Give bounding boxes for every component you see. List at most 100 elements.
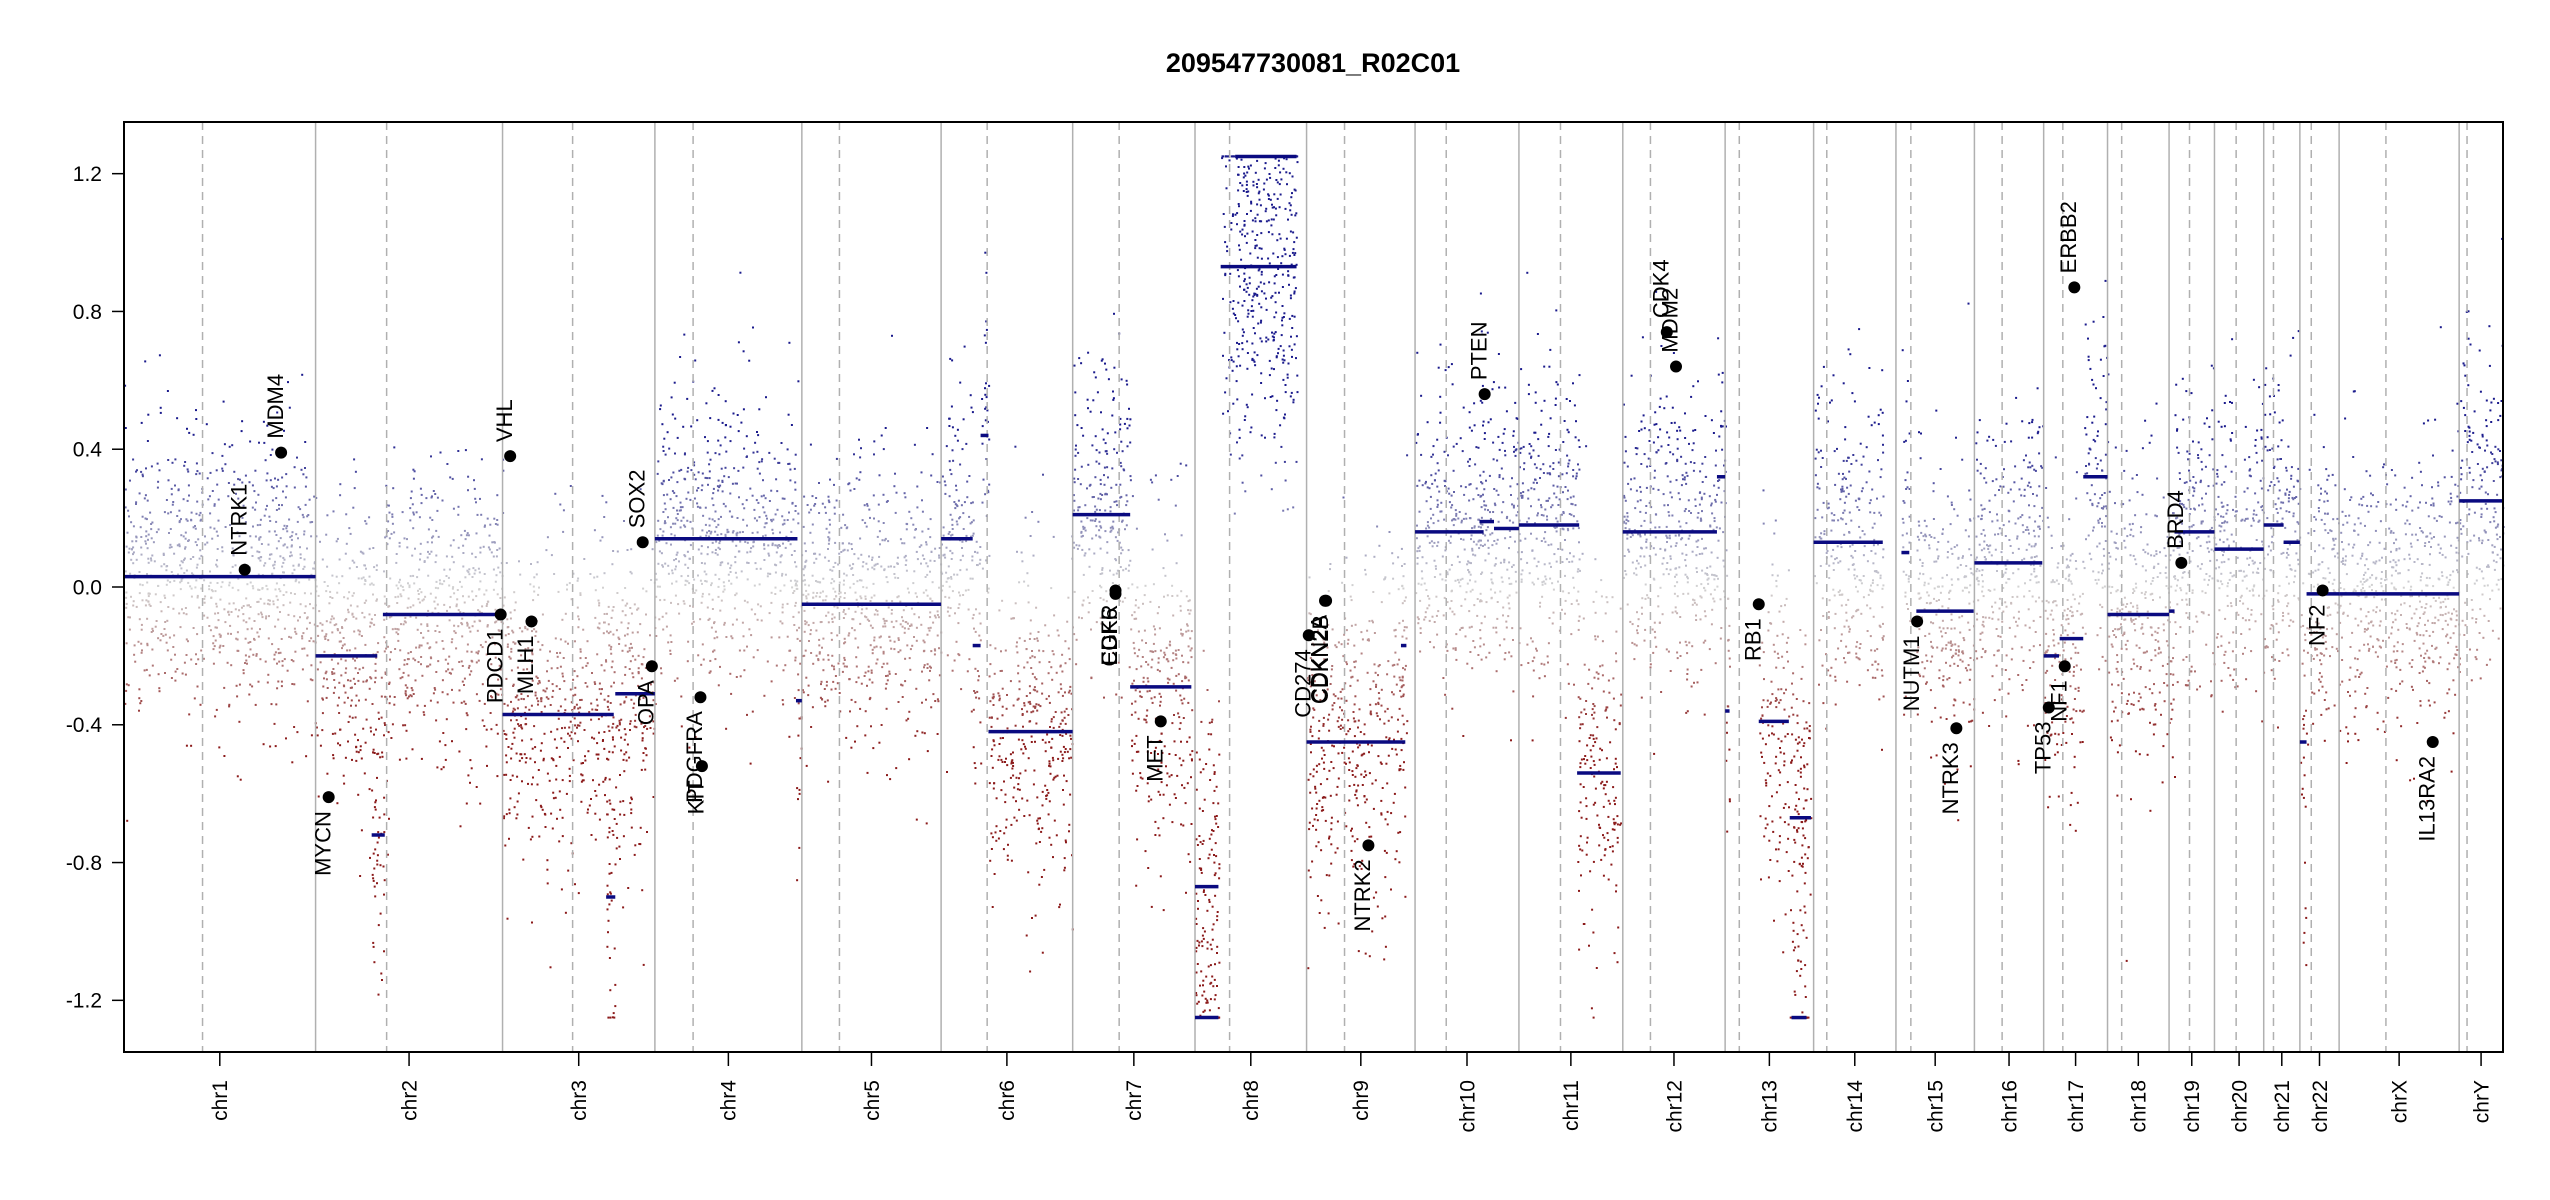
probe-point bbox=[1093, 552, 1096, 555]
probe-point bbox=[1030, 711, 1033, 714]
probe-point bbox=[266, 504, 268, 507]
probe-point bbox=[1106, 452, 1109, 455]
probe-point bbox=[887, 606, 890, 609]
probe-point bbox=[1135, 884, 1138, 887]
probe-point bbox=[221, 454, 224, 457]
probe-point bbox=[1021, 560, 1024, 563]
probe-point bbox=[949, 468, 952, 471]
probe-point bbox=[717, 489, 720, 492]
probe-point bbox=[264, 459, 267, 462]
probe-point bbox=[860, 682, 863, 685]
probe-point bbox=[552, 758, 555, 761]
probe-point bbox=[303, 533, 306, 536]
probe-point bbox=[758, 408, 761, 411]
probe-point bbox=[235, 552, 238, 555]
probe-point bbox=[368, 613, 371, 616]
probe-point bbox=[905, 569, 908, 572]
probe-point bbox=[427, 609, 430, 612]
probe-point bbox=[890, 565, 892, 568]
probe-point bbox=[680, 519, 683, 522]
probe-point bbox=[1005, 707, 1008, 710]
probe-point bbox=[324, 638, 327, 640]
probe-point bbox=[834, 541, 837, 544]
probe-point bbox=[905, 719, 908, 722]
probe-point bbox=[843, 572, 846, 575]
probe-point bbox=[742, 635, 745, 638]
probe-point bbox=[561, 672, 564, 675]
probe-point bbox=[553, 573, 556, 575]
probe-point bbox=[658, 585, 661, 588]
probe-point bbox=[423, 704, 426, 707]
probe-point bbox=[861, 608, 864, 611]
probe-point bbox=[1273, 436, 1276, 439]
probe-point bbox=[126, 819, 129, 822]
probe-point bbox=[623, 738, 626, 741]
probe-point bbox=[1237, 166, 1240, 168]
probe-point bbox=[1078, 506, 1081, 509]
probe-point bbox=[739, 675, 742, 678]
probe-point bbox=[1038, 649, 1041, 652]
probe-point bbox=[275, 547, 278, 550]
probe-point bbox=[213, 503, 216, 506]
probe-point bbox=[1098, 462, 1101, 465]
probe-point bbox=[275, 485, 278, 488]
probe-point bbox=[391, 522, 394, 525]
probe-point bbox=[212, 642, 215, 645]
probe-point bbox=[727, 573, 730, 576]
probe-point bbox=[414, 659, 417, 662]
probe-point bbox=[1230, 228, 1233, 231]
probe-point bbox=[218, 646, 221, 649]
probe-point bbox=[1281, 358, 1284, 361]
probe-point bbox=[321, 558, 324, 561]
probe-point bbox=[146, 644, 149, 647]
probe-point bbox=[144, 360, 147, 363]
probe-point bbox=[355, 746, 358, 749]
probe-point bbox=[443, 568, 446, 571]
probe-point bbox=[533, 576, 536, 579]
probe-point bbox=[1186, 624, 1189, 627]
probe-point bbox=[957, 499, 960, 502]
probe-point bbox=[206, 477, 209, 480]
probe-point bbox=[608, 863, 611, 865]
probe-point bbox=[1153, 696, 1156, 699]
probe-point bbox=[186, 468, 189, 471]
probe-point bbox=[915, 687, 918, 690]
probe-point bbox=[294, 580, 297, 583]
probe-point bbox=[245, 550, 248, 553]
probe-point bbox=[549, 650, 551, 653]
probe-point bbox=[350, 699, 353, 702]
probe-point bbox=[710, 626, 713, 629]
probe-point bbox=[842, 617, 845, 619]
probe-point bbox=[1036, 639, 1039, 642]
probe-point bbox=[982, 478, 985, 481]
probe-point bbox=[422, 711, 425, 714]
probe-point bbox=[248, 604, 250, 607]
probe-point bbox=[127, 616, 130, 619]
probe-point bbox=[295, 632, 298, 635]
probe-point bbox=[383, 893, 385, 896]
probe-point bbox=[481, 605, 484, 608]
probe-point bbox=[1111, 467, 1114, 470]
probe-point bbox=[1047, 813, 1050, 816]
probe-point bbox=[294, 650, 297, 653]
probe-point bbox=[344, 619, 347, 622]
probe-point bbox=[598, 818, 601, 821]
probe-point bbox=[200, 587, 203, 590]
probe-point bbox=[1073, 499, 1076, 502]
probe-point bbox=[859, 456, 862, 459]
probe-point bbox=[1070, 756, 1073, 759]
probe-point bbox=[1015, 800, 1017, 803]
probe-point bbox=[208, 495, 211, 498]
probe-point bbox=[608, 872, 611, 875]
probe-point bbox=[287, 381, 289, 384]
probe-point bbox=[446, 609, 448, 612]
probe-point bbox=[997, 837, 1000, 840]
probe-point bbox=[730, 582, 733, 585]
probe-point bbox=[283, 584, 286, 587]
probe-point bbox=[752, 451, 755, 454]
probe-point bbox=[1178, 727, 1181, 730]
probe-point bbox=[576, 606, 579, 609]
probe-point bbox=[1046, 789, 1049, 791]
probe-point bbox=[864, 595, 867, 598]
probe-point bbox=[343, 685, 346, 688]
